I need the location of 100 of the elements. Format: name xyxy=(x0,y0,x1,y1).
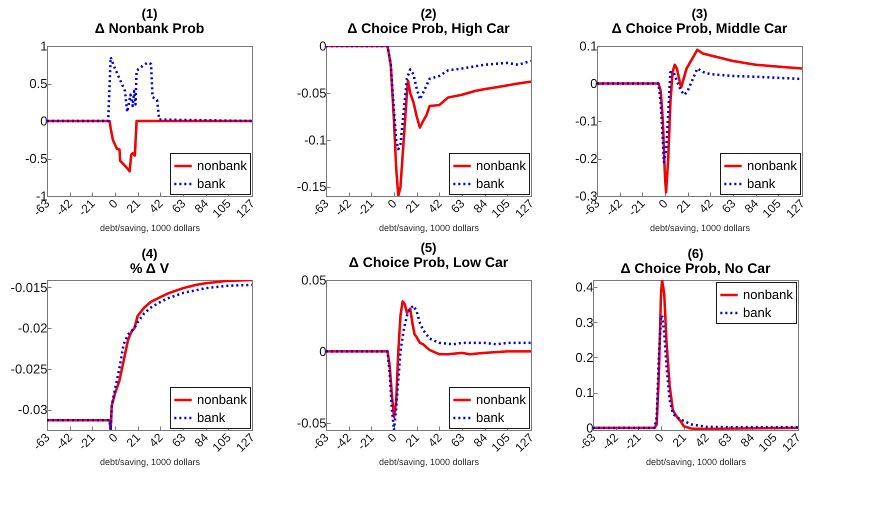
x-tick-label: 84 xyxy=(470,196,490,216)
chart-title: (3) xyxy=(692,6,708,21)
x-tick-label: -21 xyxy=(622,430,644,453)
legend-label: nonbank xyxy=(747,158,798,173)
y-tick-label: -0.2 xyxy=(575,151,598,166)
x-tick-label: -42 xyxy=(332,430,354,453)
y-tick-label: 0.3 xyxy=(575,314,594,330)
chart-subtitle: Δ Choice Prob, No Car xyxy=(620,260,772,276)
chart-title: (2) xyxy=(420,6,436,21)
x-tick-label: 63 xyxy=(448,430,468,450)
x-tick-label: -42 xyxy=(332,196,354,219)
x-axis-title: debt/saving, 1000 dollars xyxy=(378,222,480,233)
y-tick-label: 0 xyxy=(40,114,48,128)
y-tick-label: -0.015 xyxy=(10,280,48,295)
x-tick-label: 84 xyxy=(738,430,758,450)
x-tick-label: -63 xyxy=(309,430,332,453)
x-tick-label: 0 xyxy=(652,430,667,446)
x-tick-label: 0 xyxy=(384,196,400,212)
x-tick-label: 105 xyxy=(756,430,780,455)
x-tick-label: 84 xyxy=(192,430,212,450)
x-tick-label: 21 xyxy=(402,196,422,216)
x-tick-label: 127 xyxy=(779,430,804,455)
x-axis-title: debt/saving, 1000 dollars xyxy=(100,456,201,467)
x-tick-label: 42 xyxy=(425,196,445,216)
x-tick-label: 21 xyxy=(402,430,422,450)
y-tick-label: 0.5 xyxy=(29,76,48,91)
legend-label: bank xyxy=(476,176,505,191)
x-tick-label: 63 xyxy=(169,430,189,450)
x-tick-label: 21 xyxy=(124,430,144,450)
legend-label: nonbank xyxy=(743,287,794,302)
x-tick-label: 127 xyxy=(233,430,258,455)
y-tick-label: -0.05 xyxy=(296,85,326,100)
x-tick-label: -21 xyxy=(626,196,648,219)
x-axis-title: debt/saving, 1000 dollars xyxy=(378,456,480,467)
x-tick-label: 84 xyxy=(470,430,490,450)
chart-subtitle: % Δ V xyxy=(130,260,170,276)
x-tick-label: -42 xyxy=(52,430,76,453)
x-tick-label: 63 xyxy=(715,430,735,450)
y-tick-label: 0.1 xyxy=(575,385,594,400)
y-tick-label: -0.05 xyxy=(296,415,326,430)
x-tick-label: 105 xyxy=(488,430,513,455)
chart-subtitle: Δ Choice Prob, Middle Car xyxy=(612,20,788,36)
y-tick-label: 0.2 xyxy=(575,350,594,365)
x-tick-label: -63 xyxy=(30,430,53,453)
x-tick-label: 127 xyxy=(783,196,808,221)
chart-subtitle: Δ Choice Prob, High Car xyxy=(347,20,510,36)
x-tick-label: 21 xyxy=(674,196,694,216)
legend-label: bank xyxy=(197,176,226,191)
x-axis-title: debt/saving, 1000 dollars xyxy=(100,222,201,233)
y-tick-label: -0.15 xyxy=(296,179,326,194)
x-tick-label: 0 xyxy=(384,430,400,446)
x-tick-label: 105 xyxy=(210,430,234,455)
x-tick-label: 0 xyxy=(656,196,671,212)
legend-label: bank xyxy=(476,410,505,425)
legend-label: bank xyxy=(743,305,772,320)
x-tick-label: 42 xyxy=(146,196,166,216)
chart-title: (6) xyxy=(688,246,704,261)
x-tick-label: -21 xyxy=(76,430,98,453)
y-tick-label: 1 xyxy=(40,38,48,54)
x-tick-label: 105 xyxy=(210,196,234,221)
legend-label: bank xyxy=(747,176,776,191)
y-tick-label: -0.02 xyxy=(18,320,48,336)
x-tick-label: 127 xyxy=(233,196,258,221)
x-tick-label: -42 xyxy=(52,196,76,219)
chart-title: (4) xyxy=(142,246,158,261)
y-tick-label: 0.1 xyxy=(579,38,598,54)
chart-subtitle: Δ Choice Prob, Low Car xyxy=(348,254,509,270)
x-tick-label: -21 xyxy=(76,196,98,219)
y-tick-label: -0.1 xyxy=(575,114,598,128)
legend-label: nonbank xyxy=(476,158,526,173)
x-tick-label: 0 xyxy=(106,196,121,212)
x-tick-label: 63 xyxy=(719,196,739,216)
x-tick-label: 127 xyxy=(512,196,537,221)
legend-label: bank xyxy=(197,410,226,425)
x-tick-label: 21 xyxy=(670,430,690,450)
x-tick-label: 42 xyxy=(425,430,445,450)
y-tick-label: 0 xyxy=(319,344,326,359)
y-tick-label: -0.03 xyxy=(18,402,48,418)
chart-title: (5) xyxy=(420,240,436,255)
x-tick-label: 42 xyxy=(696,196,716,216)
x-tick-label: -21 xyxy=(354,430,377,453)
line-series xyxy=(326,46,531,150)
x-tick-label: 127 xyxy=(512,430,537,455)
x-tick-label: 42 xyxy=(146,430,166,450)
x-tick-label: 84 xyxy=(192,196,212,216)
x-axis-title: debt/saving, 1000 dollars xyxy=(646,456,747,467)
y-tick-label: -0.1 xyxy=(304,132,326,148)
x-tick-label: 21 xyxy=(124,196,144,216)
x-tick-label: 42 xyxy=(692,430,712,450)
x-tick-label: 63 xyxy=(448,196,468,216)
y-tick-label: 0 xyxy=(590,76,598,91)
chart-title: (1) xyxy=(142,6,158,21)
x-tick-label: 105 xyxy=(760,196,784,221)
y-tick-label: 0.05 xyxy=(301,272,326,288)
x-axis-title: debt/saving, 1000 dollars xyxy=(650,222,751,233)
y-tick-label: -0.5 xyxy=(25,151,48,166)
x-tick-label: -42 xyxy=(598,430,622,453)
y-tick-label: -0.025 xyxy=(10,361,48,376)
legend-label: nonbank xyxy=(197,392,248,407)
chart-subtitle: Δ Nonbank Prob xyxy=(94,20,204,36)
